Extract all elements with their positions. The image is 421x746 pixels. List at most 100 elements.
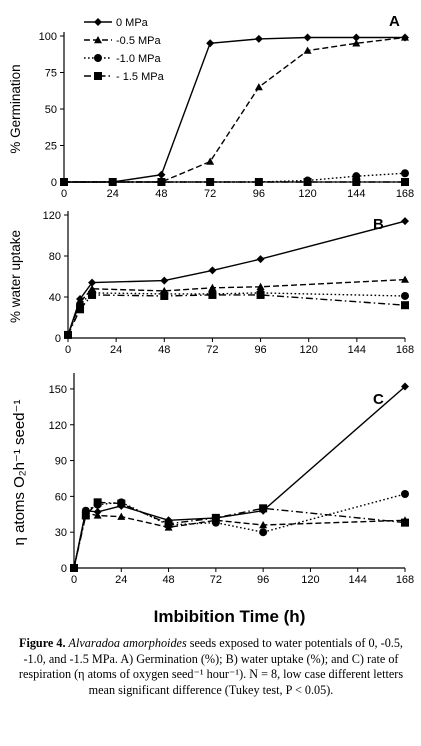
x-tick-label: 144 (349, 574, 367, 586)
y-axis-label: η atoms O₂h⁻¹ seed⁻¹ (11, 400, 28, 546)
data-point (401, 217, 409, 226)
data-point (303, 33, 312, 42)
panel-label: B (373, 216, 384, 233)
y-tick-label: 150 (49, 384, 67, 396)
y-tick-label: 40 (49, 292, 61, 304)
data-point (208, 290, 217, 299)
x-tick-label: 0 (61, 188, 67, 200)
data-point (208, 283, 217, 291)
data-point (164, 519, 173, 528)
data-point (60, 178, 68, 186)
x-tick-label: 24 (115, 574, 127, 586)
y-tick-label: 120 (49, 420, 67, 432)
legend-label: - 1.5 MPa (116, 71, 165, 83)
data-point (256, 290, 265, 299)
data-point (401, 382, 409, 391)
x-tick-label: 48 (155, 188, 167, 200)
panel-label: A (389, 13, 400, 30)
legend-marker (94, 72, 102, 80)
y-tick-label: 80 (49, 251, 61, 263)
data-point (256, 282, 265, 290)
chart-panel-c: 0 24 48 72 96 120 144 168 0 30 60 90 120 150 η atoms O… (11, 373, 414, 626)
data-point (256, 255, 265, 264)
data-point (254, 34, 263, 43)
data-point (254, 178, 263, 186)
legend-marker (94, 18, 102, 26)
legend: 0 MPa -0.5 MPa -1.0 MPa - 1.5 MPa (84, 17, 165, 83)
x-tick-label: 0 (65, 344, 71, 356)
data-point (88, 278, 97, 287)
chart-panel-b: 0 24 48 72 96 120 144 168 0 40 80 120 % water uptake… (8, 210, 414, 356)
data-point (157, 170, 166, 179)
data-point (206, 178, 215, 186)
y-tick-label: 0 (55, 333, 61, 345)
y-tick-label: 0 (61, 563, 67, 575)
caption-label: Figure 4. (19, 636, 66, 650)
legend-marker (94, 36, 102, 44)
y-tick-label: 90 (55, 456, 67, 468)
legend-label: -0.5 MPa (116, 35, 162, 47)
legend-marker (94, 54, 102, 62)
data-point (401, 518, 409, 527)
series-line-4 (73, 501, 406, 569)
x-tick-label: 72 (204, 188, 216, 200)
x-tick-label: 24 (107, 188, 119, 200)
figure-caption: Figure 4. Alvaradoa amorphoides seeds ex… (14, 636, 408, 698)
data-point (352, 39, 361, 47)
data-point (70, 564, 78, 572)
y-tick-label: 60 (55, 491, 67, 503)
data-point (108, 178, 117, 186)
data-point (259, 521, 268, 529)
data-point (259, 504, 268, 513)
y-tick-label: 50 (45, 104, 57, 116)
data-point (117, 512, 126, 520)
caption-text: seeds exposed to water potentials of 0, … (18, 636, 404, 697)
data-point (352, 33, 361, 42)
x-tick-label: 168 (396, 574, 414, 586)
y-tick-label: 75 (45, 68, 57, 80)
data-point (81, 511, 90, 520)
data-point (401, 178, 409, 186)
data-point (117, 499, 126, 508)
caption-species: Alvaradoa amorphoides (68, 636, 187, 650)
x-tick-label: 48 (158, 344, 170, 356)
series-line-1 (67, 220, 406, 336)
data-point (64, 330, 72, 339)
data-point (254, 83, 263, 91)
x-tick-label: 96 (253, 188, 265, 200)
data-point (401, 33, 409, 41)
data-point (160, 291, 169, 300)
data-point (211, 513, 220, 522)
series-line-2 (67, 278, 406, 336)
data-point (401, 275, 409, 283)
data-point (157, 178, 166, 186)
data-point (206, 157, 215, 165)
series-line-2 (73, 512, 406, 569)
data-point (259, 528, 268, 537)
y-tick-label: 0 (51, 177, 57, 189)
x-axis-label: Imbibition Time (h) (154, 607, 306, 626)
x-tick-label: 96 (254, 344, 266, 356)
data-point (401, 301, 409, 310)
x-tick-label: 120 (300, 344, 318, 356)
data-point (401, 489, 409, 498)
data-point (206, 39, 215, 48)
x-tick-label: 48 (162, 574, 174, 586)
series-line-3 (67, 292, 406, 336)
x-tick-label: 0 (71, 574, 77, 586)
y-tick-label: 120 (43, 210, 61, 222)
series-line-1 (73, 386, 406, 569)
data-point (93, 511, 102, 519)
y-axis-label: % water uptake (8, 230, 23, 323)
legend-label: -1.0 MPa (116, 53, 162, 65)
data-point (401, 169, 409, 178)
x-tick-label: 144 (347, 188, 365, 200)
x-tick-label: 168 (396, 344, 414, 356)
data-point (352, 178, 361, 186)
legend-label: 0 MPa (116, 17, 149, 29)
x-tick-label: 168 (396, 188, 414, 200)
series-line-4 (67, 294, 406, 336)
data-point (303, 46, 312, 54)
data-point (401, 291, 409, 300)
